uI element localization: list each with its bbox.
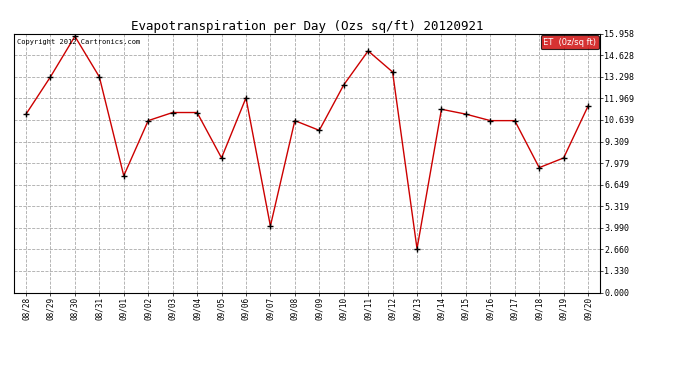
Legend: ET  (0z/sq ft): ET (0z/sq ft) xyxy=(541,35,599,50)
Title: Evapotranspiration per Day (Ozs sq/ft) 20120921: Evapotranspiration per Day (Ozs sq/ft) 2… xyxy=(131,20,483,33)
Text: Copyright 2012 Cartronics.com: Copyright 2012 Cartronics.com xyxy=(17,39,140,45)
